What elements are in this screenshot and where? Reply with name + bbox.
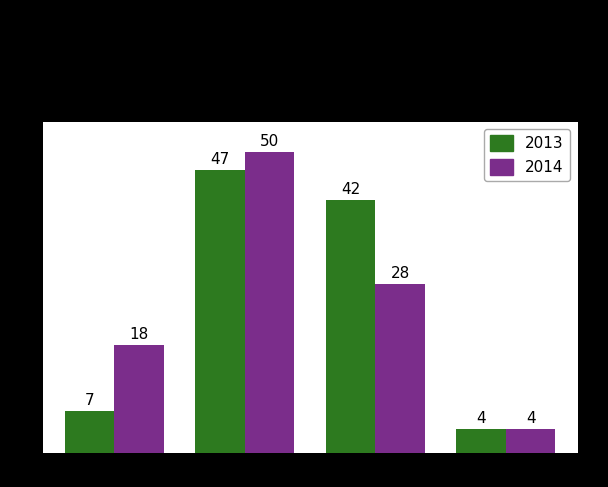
Text: 50: 50 [260,134,279,149]
Bar [195,170,245,453]
Text: 28: 28 [390,266,410,281]
Text: 18: 18 [130,326,149,341]
Bar [326,200,375,453]
Bar [375,284,425,453]
Bar [506,429,556,453]
Text: 42: 42 [341,182,360,197]
Text: 47: 47 [210,152,230,167]
Text: 4: 4 [526,411,536,426]
Text: 7: 7 [85,393,94,408]
Text: 4: 4 [476,411,486,426]
Legend: 2013, 2014: 2013, 2014 [484,130,570,181]
Bar [245,152,294,453]
Bar [114,344,164,453]
Bar [64,411,114,453]
Bar [456,429,506,453]
